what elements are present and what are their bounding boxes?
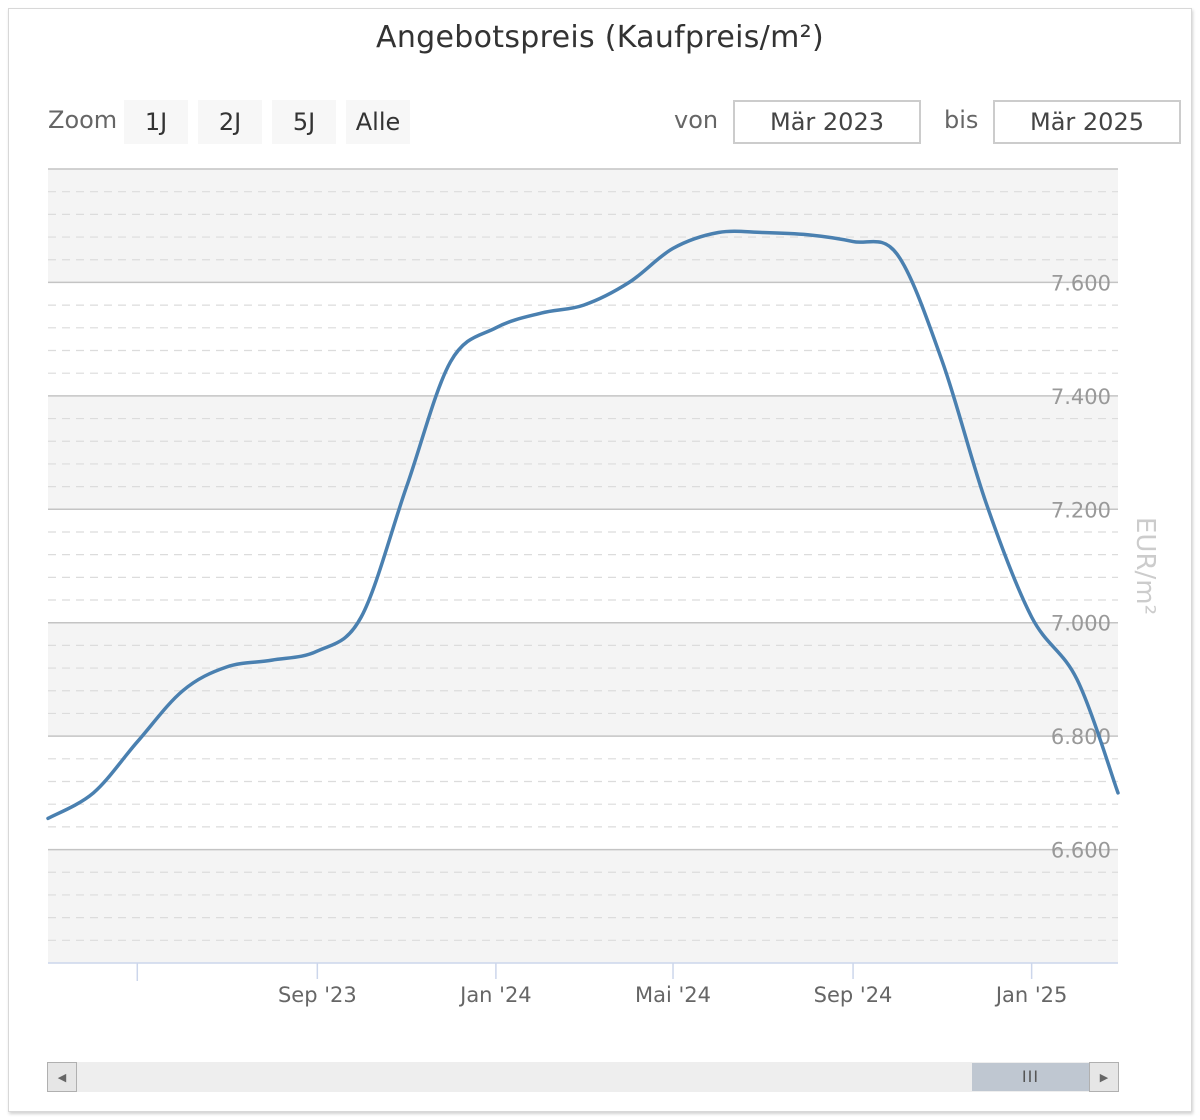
zoom-label: Zoom: [48, 106, 118, 134]
range-to-label: bis: [944, 106, 979, 134]
zoom-2y-button[interactable]: 2J: [198, 100, 262, 144]
range-from-input[interactable]: Mär 2023: [733, 100, 921, 144]
zoom-1y-button[interactable]: 1J: [124, 100, 188, 144]
zoom-5y-button[interactable]: 5J: [272, 100, 336, 144]
arrow-right-icon: ▶: [1099, 1071, 1109, 1084]
scroll-left-button[interactable]: ◀: [47, 1062, 77, 1092]
arrow-left-icon: ◀: [57, 1071, 67, 1084]
chart-title: Angebotspreis (Kaufpreis/m²): [376, 20, 824, 55]
chart-container: [8, 8, 1192, 1112]
scroll-right-button[interactable]: ▶: [1089, 1062, 1119, 1092]
range-to-input[interactable]: Mär 2025: [993, 100, 1181, 144]
scrollbar-track[interactable]: [47, 1062, 1118, 1092]
range-from-label: von: [674, 106, 719, 134]
zoom-all-button[interactable]: Alle: [346, 100, 410, 144]
scrollbar-thumb[interactable]: III: [972, 1063, 1089, 1091]
